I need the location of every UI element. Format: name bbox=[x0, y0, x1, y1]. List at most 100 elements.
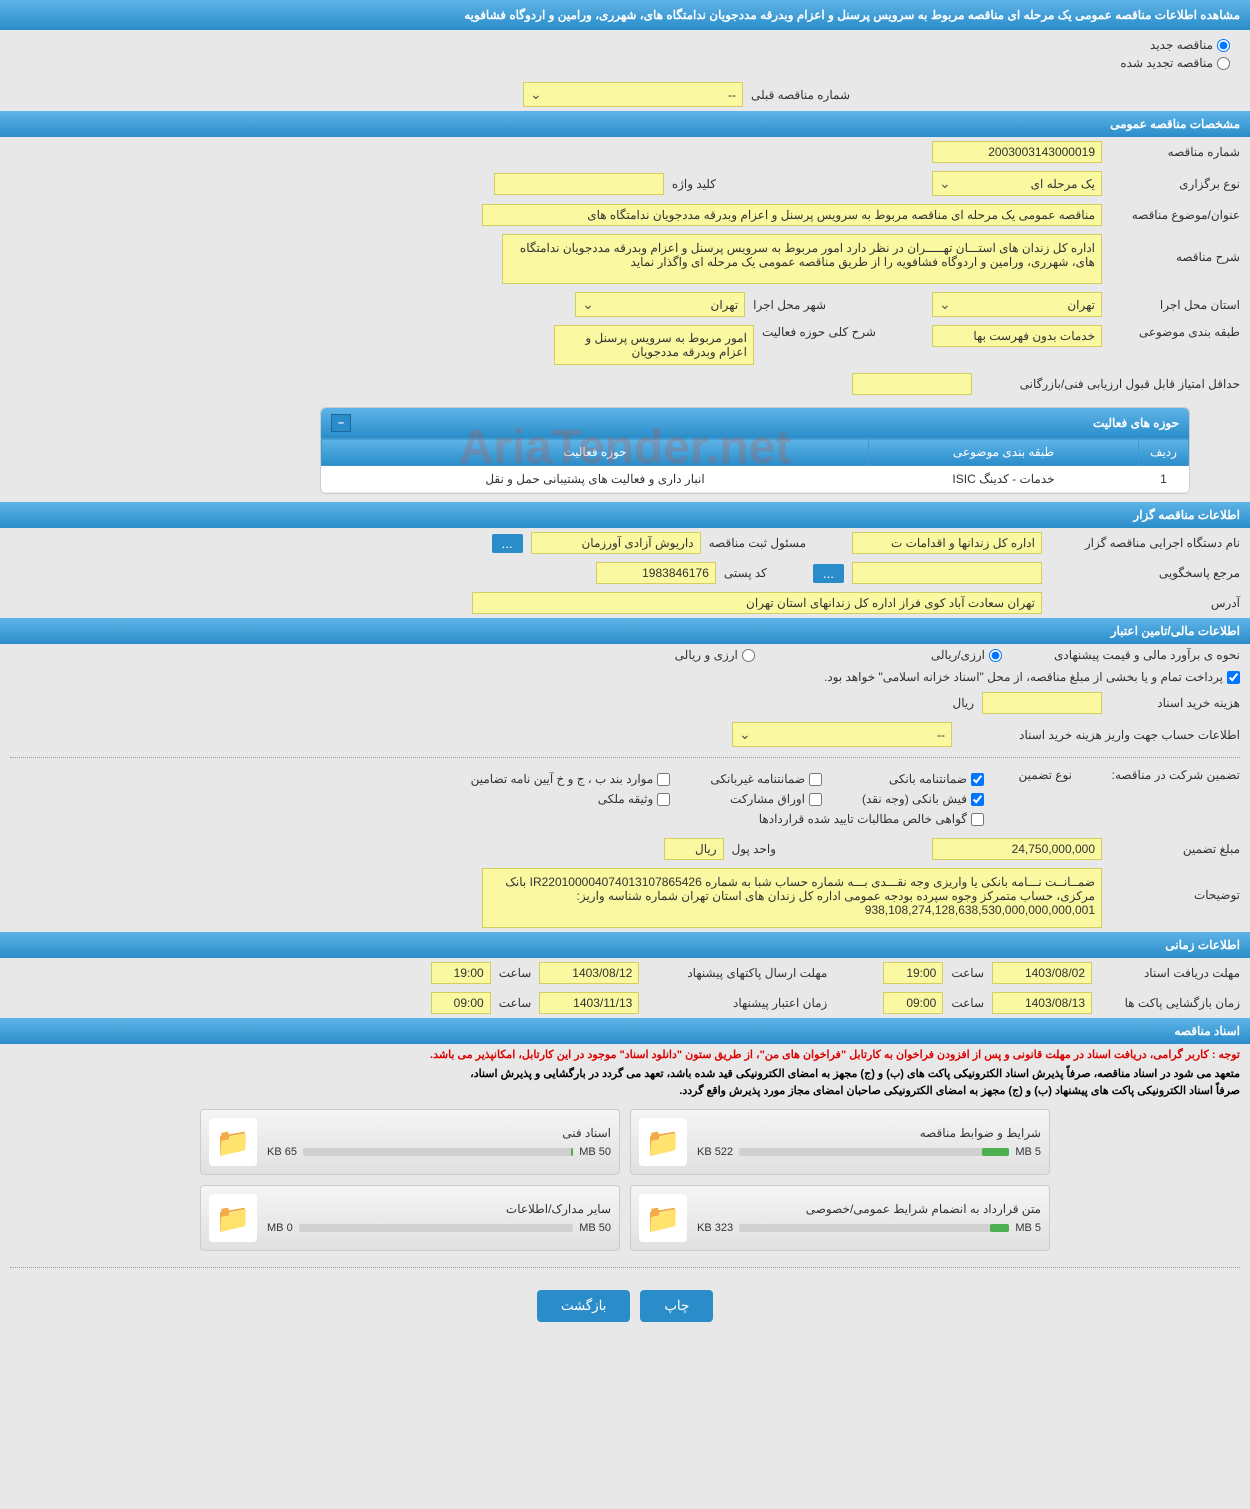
radio-renewed-tender[interactable]: مناقصه تجدید شده bbox=[1120, 56, 1230, 70]
receive-time-label: ساعت bbox=[951, 966, 984, 980]
cb-participation-bonds[interactable]: اوراق مشارکت bbox=[710, 792, 822, 806]
city-dropdown[interactable]: تهران bbox=[575, 292, 745, 317]
folder-icon: 📁 bbox=[639, 1118, 687, 1166]
section-documents-header: اسناد مناقصه bbox=[0, 1018, 1250, 1044]
account-dropdown[interactable]: -- bbox=[732, 722, 952, 747]
radio-new-tender[interactable]: مناقصه جدید bbox=[1150, 38, 1230, 52]
receive-time: 19:00 bbox=[883, 962, 943, 984]
submit-time-label: ساعت bbox=[499, 966, 532, 980]
doc-used: 0 MB bbox=[267, 1222, 293, 1234]
radio-fx-input[interactable] bbox=[742, 649, 755, 662]
title-field: مناقصه عمومی یک مرحله ای مناقصه مربوط به… bbox=[482, 204, 1102, 226]
doc-max: 5 MB bbox=[1015, 1146, 1041, 1158]
print-button[interactable]: چاپ bbox=[640, 1290, 713, 1322]
open-time: 09:00 bbox=[883, 992, 943, 1014]
radio-rial-input[interactable] bbox=[989, 649, 1002, 662]
receive-label: مهلت دریافت اسناد bbox=[1100, 966, 1240, 980]
note-red: توجه : کاربر گرامی، دریافت اسناد در مهلت… bbox=[0, 1044, 1250, 1065]
payment-note-check[interactable]: پرداخت تمام و یا بخشی از مبلغ مناقصه، از… bbox=[824, 670, 1240, 684]
guarantee-amount-field: 24,750,000,000 bbox=[932, 838, 1102, 860]
activity-scope-field: امور مربوط به سرویس پرسنل و اعزام وبدرقه… bbox=[554, 325, 754, 365]
purchase-cost-field[interactable] bbox=[982, 692, 1102, 714]
account-value: -- bbox=[937, 728, 945, 742]
cell-no: 1 bbox=[1139, 466, 1189, 493]
cell-activity: انبار داری و فعالیت های پشتیبانی حمل و ن… bbox=[322, 466, 869, 493]
radio-rial[interactable]: ارزی/ریالی bbox=[931, 648, 1002, 662]
divider bbox=[10, 757, 1240, 758]
category-label: طبقه بندی موضوعی bbox=[1110, 325, 1240, 339]
ref-field[interactable] bbox=[852, 562, 1042, 584]
folder-icon: 📁 bbox=[209, 1194, 257, 1242]
currency-label: واحد پول bbox=[732, 842, 776, 856]
keyword-field[interactable] bbox=[494, 173, 664, 195]
validity-label: زمان اعتبار پیشنهاد bbox=[647, 996, 827, 1010]
doc-card[interactable]: سایر مدارک/اطلاعات 50 MB 0 MB 📁 bbox=[200, 1185, 620, 1251]
prev-tender-dropdown[interactable]: -- bbox=[523, 82, 743, 107]
cb-nonbank-guarantee[interactable]: ضمانتنامه غیربانکی bbox=[710, 772, 822, 786]
cb-receivables-cert[interactable]: گواهی خالص مطالبات تایید شده قراردادها bbox=[471, 812, 984, 826]
province-dropdown[interactable]: تهران bbox=[932, 292, 1102, 317]
note2: صرفاً اسناد الکترونیکی پاکت های پیشنهاد … bbox=[0, 1082, 1250, 1099]
activity-table: ردیف طبقه بندی موضوعی حوزه فعالیت 1 خدما… bbox=[321, 438, 1189, 493]
doc-used: 323 KB bbox=[697, 1222, 733, 1234]
validity-time-label: ساعت bbox=[499, 996, 532, 1010]
cb-property-deed[interactable]: وثیقه ملکی bbox=[471, 792, 671, 806]
back-button[interactable]: بازگشت bbox=[537, 1290, 631, 1322]
hold-type-value: یک مرحله ای bbox=[1031, 177, 1095, 191]
exec-label: نام دستگاه اجرایی مناقصه گزار bbox=[1050, 536, 1240, 550]
open-date: 1403/08/13 bbox=[992, 992, 1092, 1014]
tender-no-field: 2003003143000019 bbox=[932, 141, 1102, 163]
hold-type-dropdown[interactable]: یک مرحله ای bbox=[932, 171, 1102, 196]
ref-label: مرجع پاسخگویی bbox=[1050, 566, 1240, 580]
panel-collapse-button[interactable]: – bbox=[331, 414, 351, 432]
account-label: اطلاعات حساب جهت واریز هزینه خرید اسناد bbox=[960, 728, 1240, 742]
radio-new-input[interactable] bbox=[1217, 39, 1230, 52]
receive-date: 1403/08/02 bbox=[992, 962, 1092, 984]
radio-renewed-input[interactable] bbox=[1217, 57, 1230, 70]
more-button[interactable]: ... bbox=[492, 534, 523, 553]
note1: متعهد می شود در اسناد مناقصه، صرفاً پذیر… bbox=[0, 1065, 1250, 1082]
cb-bond-clause[interactable]: موارد بند ب ، ج و خ آیین نامه تضامین bbox=[471, 772, 671, 786]
doc-card[interactable]: اسناد فنی 50 MB 65 KB 📁 bbox=[200, 1109, 620, 1175]
notes-field: ضمــانــت نـــامه بانکی یا واریزی وجه نق… bbox=[482, 868, 1102, 928]
payment-note-label: پرداخت تمام و یا بخشی از مبلغ مناقصه، از… bbox=[824, 670, 1223, 684]
ref-more-button[interactable]: ... bbox=[813, 564, 844, 583]
table-row: 1 خدمات - کدینگ ISIC انبار داری و فعالیت… bbox=[322, 466, 1189, 493]
radio-fx[interactable]: ارزی و ریالی bbox=[675, 648, 755, 662]
exec-field: اداره کل زندانها و اقدامات ت bbox=[852, 532, 1042, 554]
min-score-field[interactable] bbox=[852, 373, 972, 395]
doc-card[interactable]: شرایط و ضوابط مناقصه 5 MB 522 KB 📁 bbox=[630, 1109, 1050, 1175]
purchase-cost-unit: ریال bbox=[952, 696, 974, 710]
cb-bank-guarantee[interactable]: ضمانتنامه بانکی bbox=[862, 772, 984, 786]
city-label: شهر محل اجرا bbox=[753, 298, 826, 312]
doc-card[interactable]: متن قرارداد به انضمام شرایط عمومی/خصوصی … bbox=[630, 1185, 1050, 1251]
tender-no-label: شماره مناقصه bbox=[1110, 145, 1240, 159]
docs-grid: شرایط و ضوابط مناقصه 5 MB 522 KB 📁 اسناد… bbox=[0, 1099, 1250, 1261]
doc-used: 522 KB bbox=[697, 1146, 733, 1158]
cell-category: خدمات - کدینگ ISIC bbox=[869, 466, 1139, 493]
cb-bank-receipt[interactable]: فیش بانکی (وجه نقد) bbox=[862, 792, 984, 806]
folder-icon: 📁 bbox=[209, 1118, 257, 1166]
responsible-field: داریوش آزادی آورزمان bbox=[531, 532, 701, 554]
doc-bar-fill bbox=[571, 1148, 574, 1156]
city-value: تهران bbox=[711, 298, 739, 312]
open-time-label: ساعت bbox=[951, 996, 984, 1010]
category-field: خدمات بدون فهرست بها bbox=[932, 325, 1102, 347]
doc-bar-fill bbox=[982, 1148, 1009, 1156]
keyword-label: کلید واژه bbox=[672, 177, 716, 191]
activity-panel: حوزه های فعالیت – ردیف طبقه بندی موضوعی … bbox=[320, 407, 1190, 494]
radio-fx-label: ارزی و ریالی bbox=[675, 648, 738, 662]
section-organizer-header: اطلاعات مناقصه گزار bbox=[0, 502, 1250, 528]
submit-label: مهلت ارسال پاکتهای پیشنهاد bbox=[647, 966, 827, 980]
section-timing-header: اطلاعات زمانی bbox=[0, 932, 1250, 958]
guarantee-type-label: نوع تضمین bbox=[992, 768, 1072, 782]
doc-bar-fill bbox=[990, 1224, 1009, 1232]
doc-title: شرایط و ضوابط مناقصه bbox=[697, 1126, 1041, 1140]
postal-field: 1983846176 bbox=[596, 562, 716, 584]
submit-date: 1403/08/12 bbox=[539, 962, 639, 984]
doc-max: 50 MB bbox=[579, 1222, 611, 1234]
desc-field: اداره کل زندان های استـــان تهـــــران د… bbox=[502, 234, 1102, 284]
radio-rial-label: ارزی/ریالی bbox=[931, 648, 985, 662]
activity-scope-label: شرح کلی حوزه فعالیت bbox=[762, 325, 876, 339]
payment-note-checkbox[interactable] bbox=[1227, 671, 1240, 684]
